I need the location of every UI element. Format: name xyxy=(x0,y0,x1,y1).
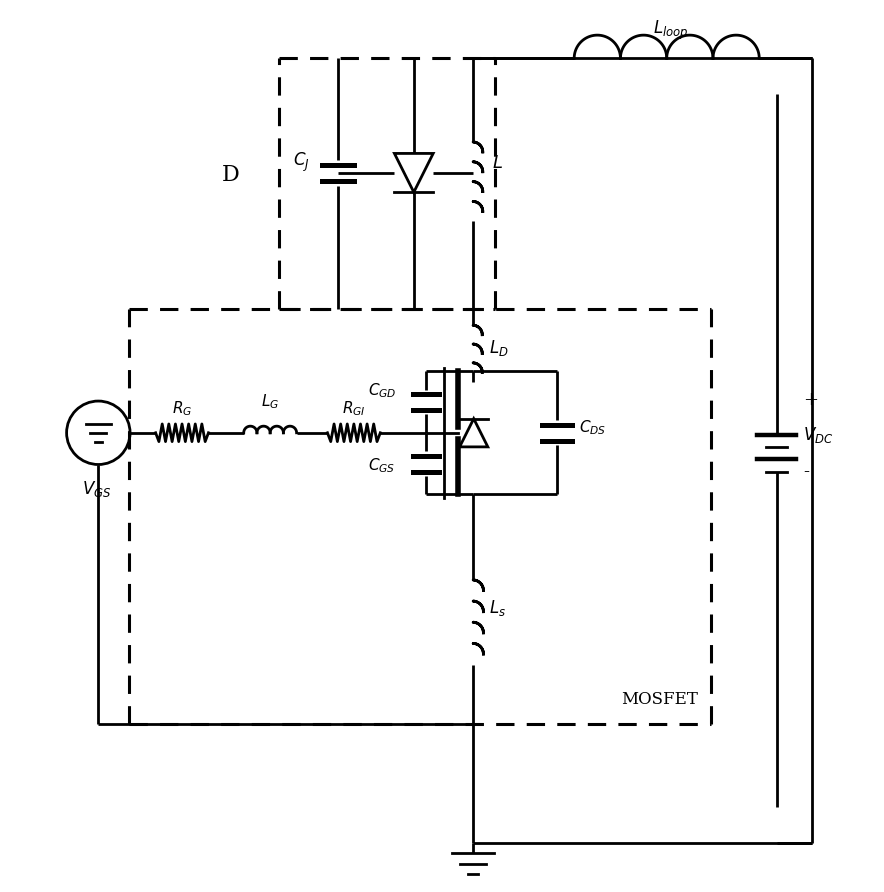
Polygon shape xyxy=(460,418,488,447)
Text: $C_J$: $C_J$ xyxy=(293,151,309,174)
Text: $R_{GI}$: $R_{GI}$ xyxy=(342,400,366,418)
Text: $C_{DS}$: $C_{DS}$ xyxy=(579,418,606,437)
Text: $L$: $L$ xyxy=(492,154,503,172)
Text: $L_s$: $L_s$ xyxy=(489,599,506,618)
Text: $L_D$: $L_D$ xyxy=(489,338,508,359)
Text: +: + xyxy=(804,391,819,409)
Text: $V_{GS}$: $V_{GS}$ xyxy=(82,480,111,500)
Text: D: D xyxy=(222,164,240,186)
Text: -: - xyxy=(804,463,809,481)
Text: $L_{loop}$: $L_{loop}$ xyxy=(653,19,689,42)
Text: $L_G$: $L_G$ xyxy=(261,392,279,411)
Text: MOSFET: MOSFET xyxy=(621,690,697,707)
Polygon shape xyxy=(394,153,433,192)
Text: $R_G$: $R_G$ xyxy=(171,400,192,418)
Text: $C_{GD}$: $C_{GD}$ xyxy=(368,381,396,400)
Text: $V_{DC}$: $V_{DC}$ xyxy=(804,425,834,445)
Text: $C_{GS}$: $C_{GS}$ xyxy=(369,457,396,475)
